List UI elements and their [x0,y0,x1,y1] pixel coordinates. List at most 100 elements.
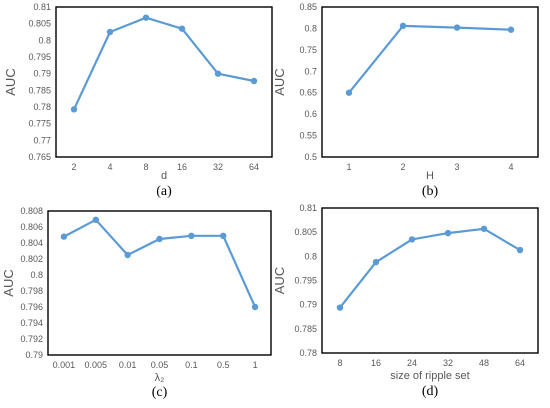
x-tick-label: 1 [346,162,351,172]
x-tick-label: 8 [337,358,342,368]
y-axis-label: AUC [3,68,18,95]
y-tick-label: 0.805 [294,227,317,237]
data-point [156,235,163,243]
data-point [214,70,222,77]
data-point [453,24,461,31]
x-tick-label: 64 [249,162,259,172]
x-tick-label: 4 [508,162,513,172]
x-tick-label: 16 [177,162,187,172]
x-tick-label: 32 [213,162,223,172]
y-tick-label: 0.6 [304,109,317,119]
y-axis-label: AUC [1,269,16,296]
data-point [372,258,380,266]
panel-caption: (a) [156,184,172,199]
x-tick-label: 32 [443,358,453,368]
panel-caption: (b) [422,184,439,199]
y-axis-label: AUC [272,68,287,95]
x-tick-label: 16 [371,358,381,368]
y-tick-label: 0.77 [33,135,51,145]
y-tick-label: 0.79 [33,69,51,79]
data-point [70,106,78,113]
data-point [142,14,150,21]
y-tick-label: 0.785 [28,85,51,95]
x-tick-label: 2 [71,162,76,172]
data-point [480,225,488,232]
x-tick-label: 64 [515,358,525,368]
y-tick-label: 0.7 [304,66,317,76]
x-axis-label: d [161,170,167,182]
y-tick-label: 0.81 [299,203,317,213]
plot-frame [55,6,273,158]
x-tick-label: 4 [107,162,112,172]
x-tick-label: 0.01 [119,360,137,370]
y-tick-label: 0.8 [38,35,51,45]
x-tick-label: 0.5 [217,360,230,370]
chart-panel: 0.79 0.792 0.794 0.796 0.798 0.8 0.802 0.804 0.8… [1,206,272,400]
x-tick-label: 0.05 [151,360,169,370]
chart-panel: 0.765 0.77 0.775 0.78 0.785 0.79 0.795 0.8 0.805… [3,2,273,199]
y-tick-label: 0.85 [299,2,317,12]
y-axis-label: AUC [272,267,287,294]
chart-panel: 0.78 0.785 0.79 0.795 0.8 0.805 0.81 8 16 24 32 48 6… [272,203,539,399]
series-line [63,218,257,308]
y-tick-label: 0.8 [304,23,317,33]
panel-caption: (d) [422,384,439,399]
y-tick-label: 0.65 [299,88,317,98]
y-tick-label: 0.795 [294,276,317,286]
data-point [60,233,68,240]
x-axis-label: H [426,170,434,182]
y-tick-label: 0.78 [299,348,317,358]
x-tick-label: 48 [479,358,489,368]
data-point [178,25,186,32]
x-tick-label: 2 [400,162,405,172]
y-tick-label: 0.796 [20,302,43,312]
x-axis-label: size of ripple set [390,370,469,382]
data-point [336,304,344,311]
x-tick-label: 8 [143,162,148,172]
plot-frame [321,207,539,354]
data-point [345,89,353,96]
data-point [408,236,416,243]
data-point [444,229,452,237]
data-point [188,232,195,239]
x-tick-label: 0.1 [185,360,198,370]
series-line [339,227,521,309]
y-tick-label: 0.792 [20,334,43,344]
y-tick-label: 0.81 [33,2,51,12]
chart-panel: 0.5 0.55 0.6 0.65 0.7 0.75 0.8 0.85 1 2 3 4 AUC H (b) [272,2,539,199]
y-tick-label: 0.785 [294,324,317,334]
x-axis-label: λ₂ [155,372,165,384]
x-tick-label: 1 [253,360,258,370]
y-tick-label: 0.8 [304,251,317,261]
data-point [124,251,131,259]
series-line [73,16,255,110]
y-tick-label: 0.802 [20,254,43,264]
x-tick-label: 24 [407,358,417,368]
data-point [507,26,515,33]
y-tick-label: 0.806 [20,222,43,232]
y-tick-label: 0.808 [20,206,43,216]
y-tick-label: 0.795 [28,52,51,62]
y-tick-label: 0.765 [28,152,51,162]
y-tick-label: 0.55 [299,131,317,141]
y-tick-label: 0.775 [28,119,51,129]
x-tick-label: 0.001 [53,360,76,370]
data-point [106,28,114,36]
y-tick-label: 0.794 [20,318,43,328]
y-tick-label: 0.798 [20,286,43,296]
panel-caption: (c) [152,385,168,400]
plot-frame [321,6,539,158]
y-tick-label: 0.8 [30,270,43,280]
x-tick-label: 3 [454,162,459,172]
y-tick-label: 0.79 [25,350,43,360]
y-tick-label: 0.79 [299,300,317,310]
y-tick-label: 0.5 [304,152,317,162]
y-tick-label: 0.805 [28,19,51,29]
data-point [220,232,227,239]
data-point [92,216,99,223]
data-point [250,77,258,85]
data-point [251,303,259,311]
y-tick-label: 0.78 [33,102,51,112]
data-point [516,246,524,254]
